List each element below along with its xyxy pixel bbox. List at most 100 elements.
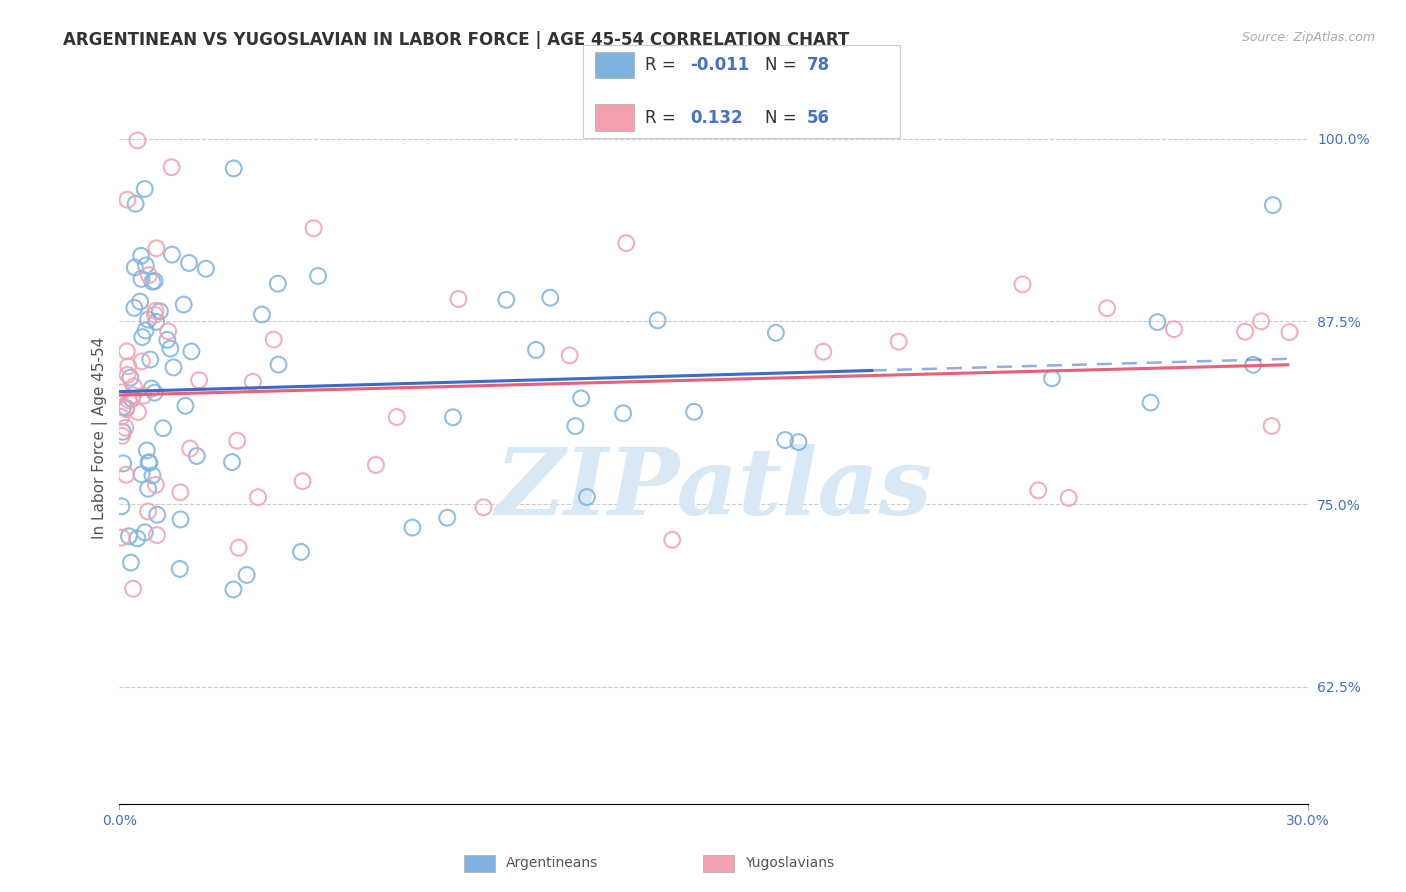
Text: Argentineans: Argentineans	[506, 856, 599, 871]
Point	[290, 545, 312, 559]
Point	[122, 582, 145, 596]
Point	[124, 260, 146, 275]
Point	[1260, 419, 1282, 434]
Point	[136, 312, 159, 326]
Point	[131, 330, 153, 344]
Text: 78: 78	[807, 56, 830, 74]
Point	[127, 532, 149, 546]
Point	[111, 429, 134, 443]
Point	[186, 449, 208, 463]
Point	[177, 256, 200, 270]
Point	[263, 333, 285, 347]
Point	[228, 541, 250, 555]
Point	[127, 405, 149, 419]
Text: -0.011: -0.011	[690, 56, 749, 74]
Point	[169, 485, 191, 500]
Point	[146, 528, 169, 542]
Point	[118, 393, 141, 408]
Point	[131, 272, 153, 286]
Point	[1261, 198, 1284, 212]
Point	[169, 512, 191, 526]
Point	[110, 385, 132, 400]
Point	[564, 419, 586, 434]
Point	[1011, 277, 1033, 292]
Point	[441, 410, 464, 425]
Point	[647, 313, 669, 327]
Point	[1040, 371, 1063, 385]
Point	[117, 193, 139, 207]
Point	[139, 352, 162, 367]
Point	[117, 359, 139, 374]
Point	[114, 421, 136, 435]
Point	[179, 442, 201, 456]
Point	[242, 375, 264, 389]
Point	[569, 392, 592, 406]
Point	[135, 259, 157, 273]
Point	[152, 421, 174, 435]
Point	[149, 304, 172, 318]
Point	[173, 297, 195, 311]
Point	[136, 504, 159, 518]
Point	[538, 291, 561, 305]
Text: R =: R =	[645, 109, 682, 127]
Point	[765, 326, 787, 340]
Point	[135, 324, 157, 338]
Point	[111, 400, 134, 414]
Point	[131, 354, 153, 368]
Point	[162, 360, 184, 375]
Point	[813, 344, 835, 359]
Point	[115, 401, 138, 415]
Point	[124, 197, 146, 211]
Y-axis label: In Labor Force | Age 45-54: In Labor Force | Age 45-54	[93, 337, 108, 540]
Point	[267, 358, 290, 372]
Point	[1095, 301, 1118, 316]
Point	[180, 344, 202, 359]
Point	[122, 388, 145, 402]
Point	[1163, 322, 1185, 336]
Point	[143, 385, 166, 400]
Text: R =: R =	[645, 56, 682, 74]
Point	[145, 241, 167, 255]
Point	[575, 490, 598, 504]
Point	[1234, 325, 1257, 339]
Point	[385, 410, 408, 425]
Point	[222, 161, 245, 176]
Point	[160, 247, 183, 261]
Point	[143, 308, 166, 322]
Point	[472, 500, 495, 515]
Point	[135, 443, 157, 458]
Point	[129, 249, 152, 263]
Point	[146, 508, 169, 522]
Point	[110, 409, 132, 424]
Point	[141, 382, 163, 396]
Text: ZIPatlas: ZIPatlas	[495, 444, 932, 534]
Point	[115, 467, 138, 482]
Point	[1139, 395, 1161, 409]
Point	[174, 399, 197, 413]
Point	[247, 490, 270, 504]
Point	[118, 529, 141, 543]
Point	[612, 406, 634, 420]
Point	[683, 405, 706, 419]
Point	[141, 468, 163, 483]
Text: Source: ZipAtlas.com: Source: ZipAtlas.com	[1241, 31, 1375, 45]
Point	[145, 477, 167, 491]
Point	[121, 392, 143, 406]
Point	[1057, 491, 1080, 505]
Point	[115, 402, 138, 417]
Point	[222, 582, 245, 597]
Point	[141, 275, 163, 289]
Point	[138, 268, 160, 282]
Point	[221, 455, 243, 469]
Point	[447, 292, 470, 306]
Text: N =: N =	[765, 56, 801, 74]
Point	[1278, 325, 1301, 339]
Text: 0.132: 0.132	[690, 109, 742, 127]
Point	[134, 525, 156, 540]
Point	[115, 344, 138, 359]
Point	[110, 500, 132, 514]
Point	[401, 520, 423, 534]
Point	[267, 277, 290, 291]
Text: Yugoslavians: Yugoslavians	[745, 856, 834, 871]
Point	[117, 368, 139, 382]
